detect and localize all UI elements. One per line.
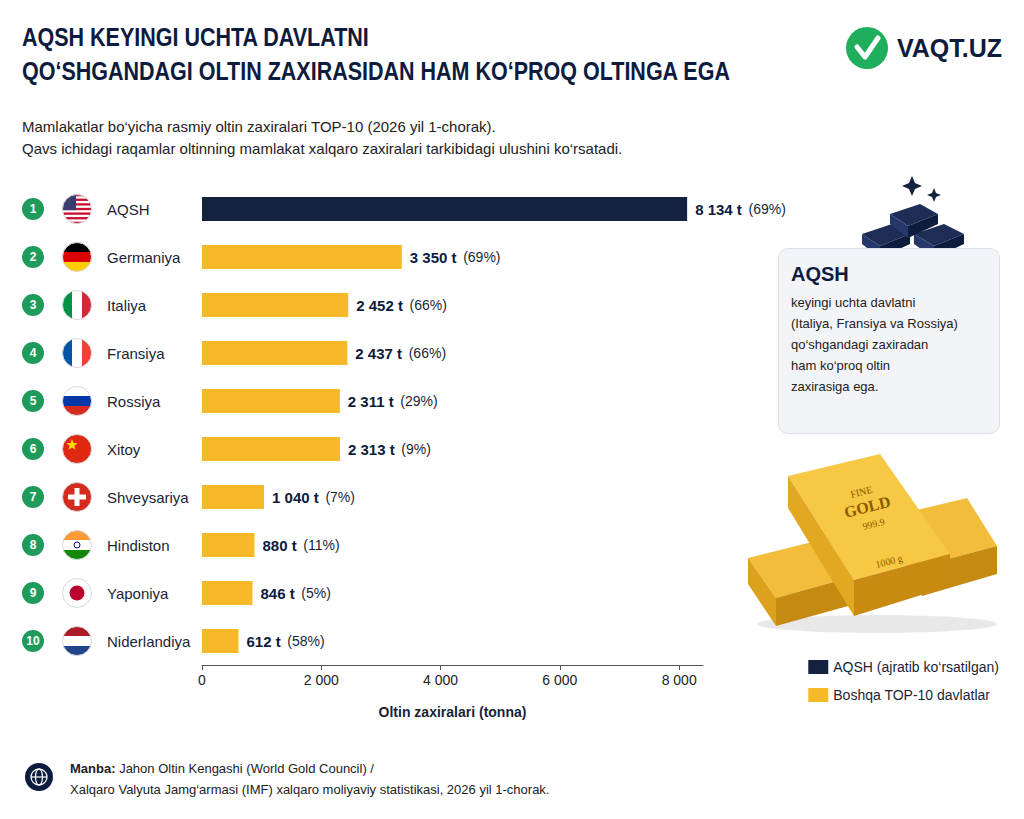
svg-text:Italiya: Italiya	[107, 297, 147, 314]
svg-text:Hindiston: Hindiston	[107, 537, 170, 554]
html-text:AQSH: AQSH	[791, 263, 849, 285]
svg-text:9: 9	[30, 586, 37, 600]
svg-text:846 t: 846 t	[260, 585, 294, 602]
svg-text:1: 1	[30, 202, 37, 216]
svg-text:2 311 t: 2 311 t	[348, 393, 394, 410]
svg-text:2 437 t: 2 437 t	[355, 345, 402, 362]
html-text:Manba: Jahon Oltin Kengashi (W: Manba: Jahon Oltin Kengashi (World Gold …	[70, 761, 550, 797]
svg-text:0: 0	[198, 672, 206, 688]
html-text:keyingi uchta davlatni (Italiy: keyingi uchta davlatni (Italiya, Fransiy…	[791, 295, 958, 394]
svg-text:10: 10	[26, 634, 40, 648]
svg-text:AQSH (ajratib ko‘rsatilgan): AQSH (ajratib ko‘rsatilgan)	[833, 659, 999, 675]
svg-text:999.9: 999.9	[861, 516, 885, 532]
svg-text:1000 g: 1000 g	[874, 553, 903, 570]
svg-text:6: 6	[30, 442, 37, 456]
svg-text:Niderlandiya: Niderlandiya	[107, 633, 191, 650]
svg-text:FINE: FINE	[849, 483, 874, 500]
svg-text:2 452 t: 2 452 t	[356, 297, 403, 314]
svg-text:6 000: 6 000	[542, 672, 577, 688]
svg-text:2 313 t: 2 313 t	[348, 441, 395, 458]
svg-text:Rossiya: Rossiya	[107, 393, 161, 410]
svg-text:8 000: 8 000	[662, 672, 697, 688]
svg-text:Yaponiya: Yaponiya	[107, 585, 169, 602]
svg-text:(66%): (66%)	[410, 297, 447, 313]
svg-text:3 350 t: 3 350 t	[410, 249, 457, 266]
svg-text:1 040 t: 1 040 t	[272, 489, 319, 506]
svg-text:(5%): (5%)	[301, 585, 331, 601]
svg-text:2: 2	[30, 250, 37, 264]
svg-text:8: 8	[30, 538, 37, 552]
svg-text:(66%): (66%)	[409, 345, 446, 361]
svg-text:Shveysariya: Shveysariya	[107, 489, 189, 506]
svg-text:5: 5	[30, 394, 37, 408]
svg-text:8 134 t: 8 134 t	[695, 201, 742, 218]
svg-text:(29%): (29%)	[400, 393, 437, 409]
svg-text:Fransiya: Fransiya	[107, 345, 165, 362]
svg-text:Oltin zaxiralari (tonna): Oltin zaxiralari (tonna)	[379, 704, 527, 720]
svg-text:Xitoy: Xitoy	[107, 441, 141, 458]
svg-text:Boshqa TOP-10 davlatlar: Boshqa TOP-10 davlatlar	[833, 687, 990, 703]
svg-text:GOLD: GOLD	[842, 493, 892, 521]
svg-text:3: 3	[30, 298, 37, 312]
html-text:Mamlakatlar bo‘yicha rasmiy ol: Mamlakatlar bo‘yicha rasmiy oltin zaxira…	[22, 118, 623, 157]
svg-text:AQSH: AQSH	[107, 201, 150, 218]
svg-text:880 t: 880 t	[262, 537, 296, 554]
svg-text:Germaniya: Germaniya	[107, 249, 181, 266]
svg-text:7: 7	[30, 490, 37, 504]
svg-text:2 000: 2 000	[304, 672, 339, 688]
svg-text:4: 4	[30, 346, 37, 360]
svg-text:(58%): (58%)	[287, 633, 324, 649]
svg-text:(69%): (69%)	[749, 201, 786, 217]
svg-text:(11%): (11%)	[303, 537, 339, 553]
svg-text:(7%): (7%)	[325, 489, 355, 505]
html-text:AQSH KEYINGI UCHTA DAVLATNI QO: AQSH KEYINGI UCHTA DAVLATNI QO‘SHGANDAGI…	[22, 23, 730, 85]
svg-text:612 t: 612 t	[247, 633, 281, 650]
svg-text:(9%): (9%)	[401, 441, 431, 457]
html-text:VAQT.UZ: VAQT.UZ	[896, 33, 1002, 62]
svg-text:4 000: 4 000	[423, 672, 458, 688]
svg-text:(69%): (69%)	[463, 249, 500, 265]
